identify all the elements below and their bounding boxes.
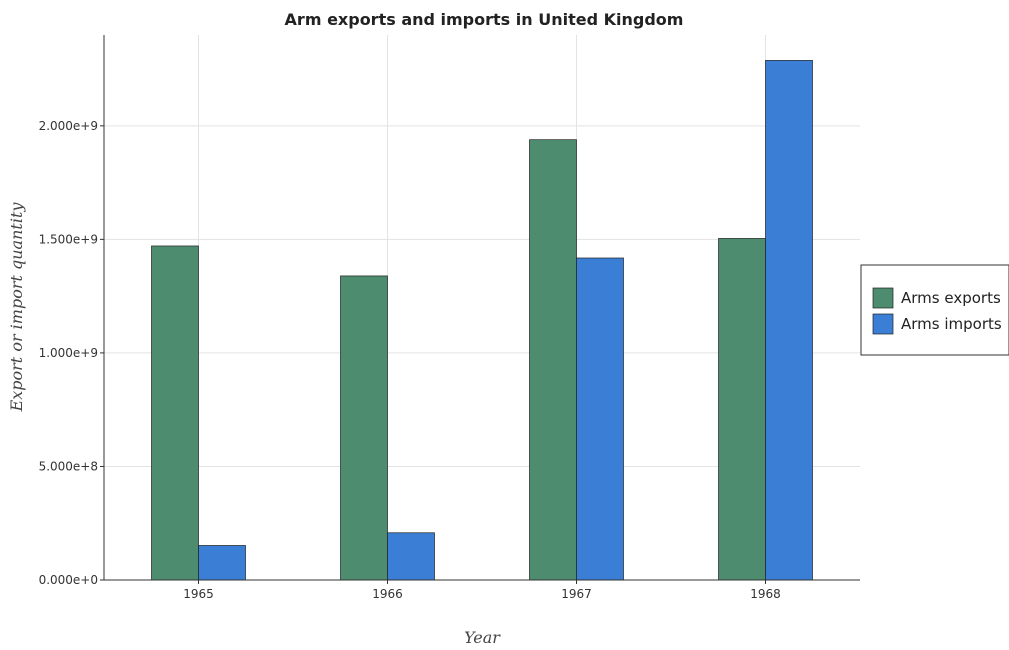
bar-arms-exports [718, 238, 766, 581]
x-tick-labels: 1965 1966 1967 1968 [183, 580, 781, 601]
bar-arms-imports [387, 532, 435, 581]
y-tick-labels: 0.000e+0 5.000e+8 1.000e+9 1.500e+9 2.000e+9 [39, 119, 104, 587]
y-tick-label: 0.000e+0 [39, 573, 98, 587]
y-tick-label: 5.000e+8 [39, 459, 98, 473]
y-axis-label: Export or import quantity [7, 202, 26, 413]
y-tick-label: 1.000e+9 [39, 346, 98, 360]
x-tick-label: 1966 [372, 587, 403, 601]
x-tick-label: 1967 [561, 587, 592, 601]
x-gridlines [198, 35, 766, 580]
legend-label: Arms imports [901, 315, 1002, 333]
bar-arms-imports [765, 60, 813, 581]
bar-arms-exports [151, 245, 199, 581]
legend-label: Arms exports [901, 289, 1001, 307]
legend: Arms exports Arms imports [860, 264, 1009, 356]
bar-arms-exports [529, 139, 577, 581]
legend-box [860, 264, 1009, 356]
bars [151, 60, 813, 581]
y-tick-label: 2.000e+9 [39, 119, 98, 133]
legend-swatch [872, 313, 894, 335]
y-tick-label: 1.500e+9 [39, 232, 98, 246]
bar-arms-imports [198, 545, 246, 581]
bar-arms-imports [576, 257, 624, 581]
x-tick-label: 1968 [750, 587, 781, 601]
bar-arms-exports [340, 275, 388, 581]
x-tick-label: 1965 [183, 587, 214, 601]
x-axis-label: Year [464, 628, 501, 647]
chart-title: Arm exports and imports in United Kingdo… [285, 10, 684, 29]
legend-swatch [872, 287, 894, 309]
